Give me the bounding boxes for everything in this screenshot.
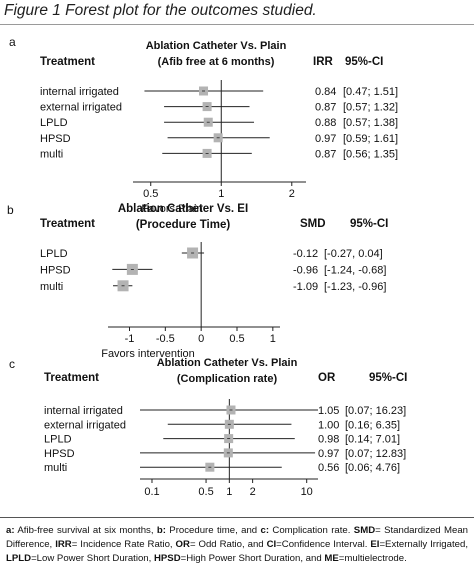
- panel-letter: b: [7, 203, 14, 217]
- x-tick-label: 0.5: [229, 333, 244, 345]
- estimate-value: 0.97: [315, 133, 336, 145]
- row-label: multi: [44, 462, 67, 474]
- row-label: LPLD: [40, 248, 68, 260]
- caption-term: SMD: [353, 525, 376, 536]
- x-tick-label: 1: [270, 333, 276, 345]
- estimate-value: -0.12: [293, 248, 318, 260]
- ci-value: [0.07; 16.23]: [345, 405, 406, 417]
- row-label: multi: [40, 148, 63, 160]
- caption-term: b:: [156, 525, 166, 536]
- ci-value: [-1.23, -0.96]: [324, 281, 386, 293]
- panel-letter: c: [9, 357, 15, 371]
- panel-title-line: (Afib free at 6 months): [158, 56, 275, 68]
- effect-header: IRR: [313, 56, 334, 68]
- forest-plot-area: a Ablation Catheter Vs. Plain (Afib free a…: [0, 24, 474, 517]
- x-tick-label: 2: [289, 188, 295, 200]
- x-tick-label: 2: [250, 486, 256, 498]
- caption-text: =Externally Irrigated,: [379, 538, 468, 550]
- effect-header: SMD: [300, 218, 326, 230]
- x-tick-label: -0.5: [156, 333, 175, 345]
- estimate-value: 1.05: [318, 405, 339, 417]
- x-tick-label: 0.5: [198, 486, 213, 498]
- caption-text: =High Power Short Duration, and: [180, 552, 325, 564]
- caption-term: ME: [324, 552, 339, 564]
- ci-header: 95%-CI: [350, 218, 388, 230]
- estimate-value: -0.96: [293, 264, 318, 276]
- x-tick-label: -1: [125, 333, 135, 345]
- estimate-value: 0.87: [315, 102, 336, 114]
- row-label: HPSD: [40, 264, 71, 276]
- estimate-value: 0.88: [315, 117, 336, 129]
- figure-caption: a: Afib-free survival at six months, b: …: [0, 517, 474, 579]
- treatment-header: Treatment: [40, 218, 95, 230]
- caption-text: Complication rate.: [269, 525, 354, 536]
- x-tick-label: 0: [198, 333, 204, 345]
- panel-title-line: Ablation Catheter Vs. Plain: [146, 40, 287, 52]
- estimate-value: -1.09: [293, 281, 318, 293]
- panel-title-line: Ablation Catheter Vs. EI: [118, 203, 248, 215]
- x-axis-label: Favors intervention: [101, 348, 195, 360]
- ci-value: [0.57; 1.38]: [343, 117, 398, 129]
- estimate-value: 1.00: [318, 419, 339, 431]
- row-label: HPSD: [44, 448, 75, 460]
- caption-term: HPSD: [153, 552, 181, 564]
- row-label: internal irrigated: [44, 405, 123, 417]
- x-tick-label: 0.1: [144, 486, 159, 498]
- caption-term: a:: [6, 525, 15, 536]
- row-label: HPSD: [40, 133, 71, 145]
- caption-term: OR: [175, 538, 190, 550]
- x-tick-label: 1: [218, 188, 224, 200]
- row-label: multi: [40, 281, 63, 293]
- caption-text: Afib-free survival at six months,: [14, 525, 157, 536]
- caption-text: Procedure time, and: [165, 525, 261, 536]
- x-tick-label: 10: [301, 486, 313, 498]
- caption-term: CI: [266, 538, 277, 550]
- ci-header: 95%-CI: [345, 56, 383, 68]
- estimate-value: 0.87: [315, 148, 336, 160]
- estimate-value: 0.56: [318, 462, 339, 474]
- treatment-header: Treatment: [40, 56, 95, 68]
- caption-text: = Incidence Rate Ratio,: [71, 538, 176, 550]
- estimate-value: 0.97: [318, 448, 339, 460]
- caption-term: IRR: [55, 538, 72, 550]
- caption-text: =Confidence Interval.: [276, 538, 371, 550]
- ci-value: [0.16; 6.35]: [345, 419, 400, 431]
- caption-text: = Odd Ratio, and: [189, 538, 267, 550]
- forest-plots-svg: a Ablation Catheter Vs. Plain (Afib free a…: [7, 35, 407, 498]
- ci-value: [-0.27, 0.04]: [324, 248, 383, 260]
- effect-header: OR: [318, 372, 336, 384]
- ci-header: 95%-CI: [369, 372, 407, 384]
- row-label: LPLD: [44, 434, 72, 446]
- row-label: external irrigated: [40, 102, 122, 114]
- panel-title-line: (Procedure Time): [136, 219, 231, 231]
- caption-text: =Low Power Short Duration,: [31, 552, 154, 564]
- caption-term: LPLD: [6, 552, 32, 564]
- ci-value: [0.07; 12.83]: [345, 448, 406, 460]
- row-label: LPLD: [40, 117, 68, 129]
- row-label: internal irrigated: [40, 86, 119, 98]
- ci-value: [0.14; 7.01]: [345, 434, 400, 446]
- x-tick-label: 0.5: [143, 188, 158, 200]
- ci-value: [-1.24, -0.68]: [324, 264, 386, 276]
- panel-letter: a: [9, 35, 16, 49]
- caption-term: c:: [260, 525, 270, 536]
- x-tick-label: 1: [226, 486, 232, 498]
- treatment-header: Treatment: [44, 372, 99, 384]
- figure-title: Figure 1 Forest plot for the outcomes st…: [4, 2, 317, 19]
- ci-value: [0.59; 1.61]: [343, 133, 398, 145]
- estimate-value: 0.98: [318, 434, 339, 446]
- ci-value: [0.56; 1.35]: [343, 148, 398, 160]
- ci-value: [0.57; 1.32]: [343, 102, 398, 114]
- row-label: external irrigated: [44, 419, 126, 431]
- estimate-value: 0.84: [315, 86, 336, 98]
- caption-term: EI: [370, 538, 380, 550]
- panel-title-line: (Complication rate): [177, 373, 278, 385]
- caption-text: =multielectrode.: [338, 552, 407, 564]
- panel-title-line: Ablation Catheter Vs. Plain: [157, 357, 298, 369]
- ci-value: [0.47; 1.51]: [343, 86, 398, 98]
- x-axis-label: Favors Plain: [141, 203, 202, 215]
- caption-text: = Standardized Mean Difference,: [6, 525, 469, 550]
- ci-value: [0.06; 4.76]: [345, 462, 400, 474]
